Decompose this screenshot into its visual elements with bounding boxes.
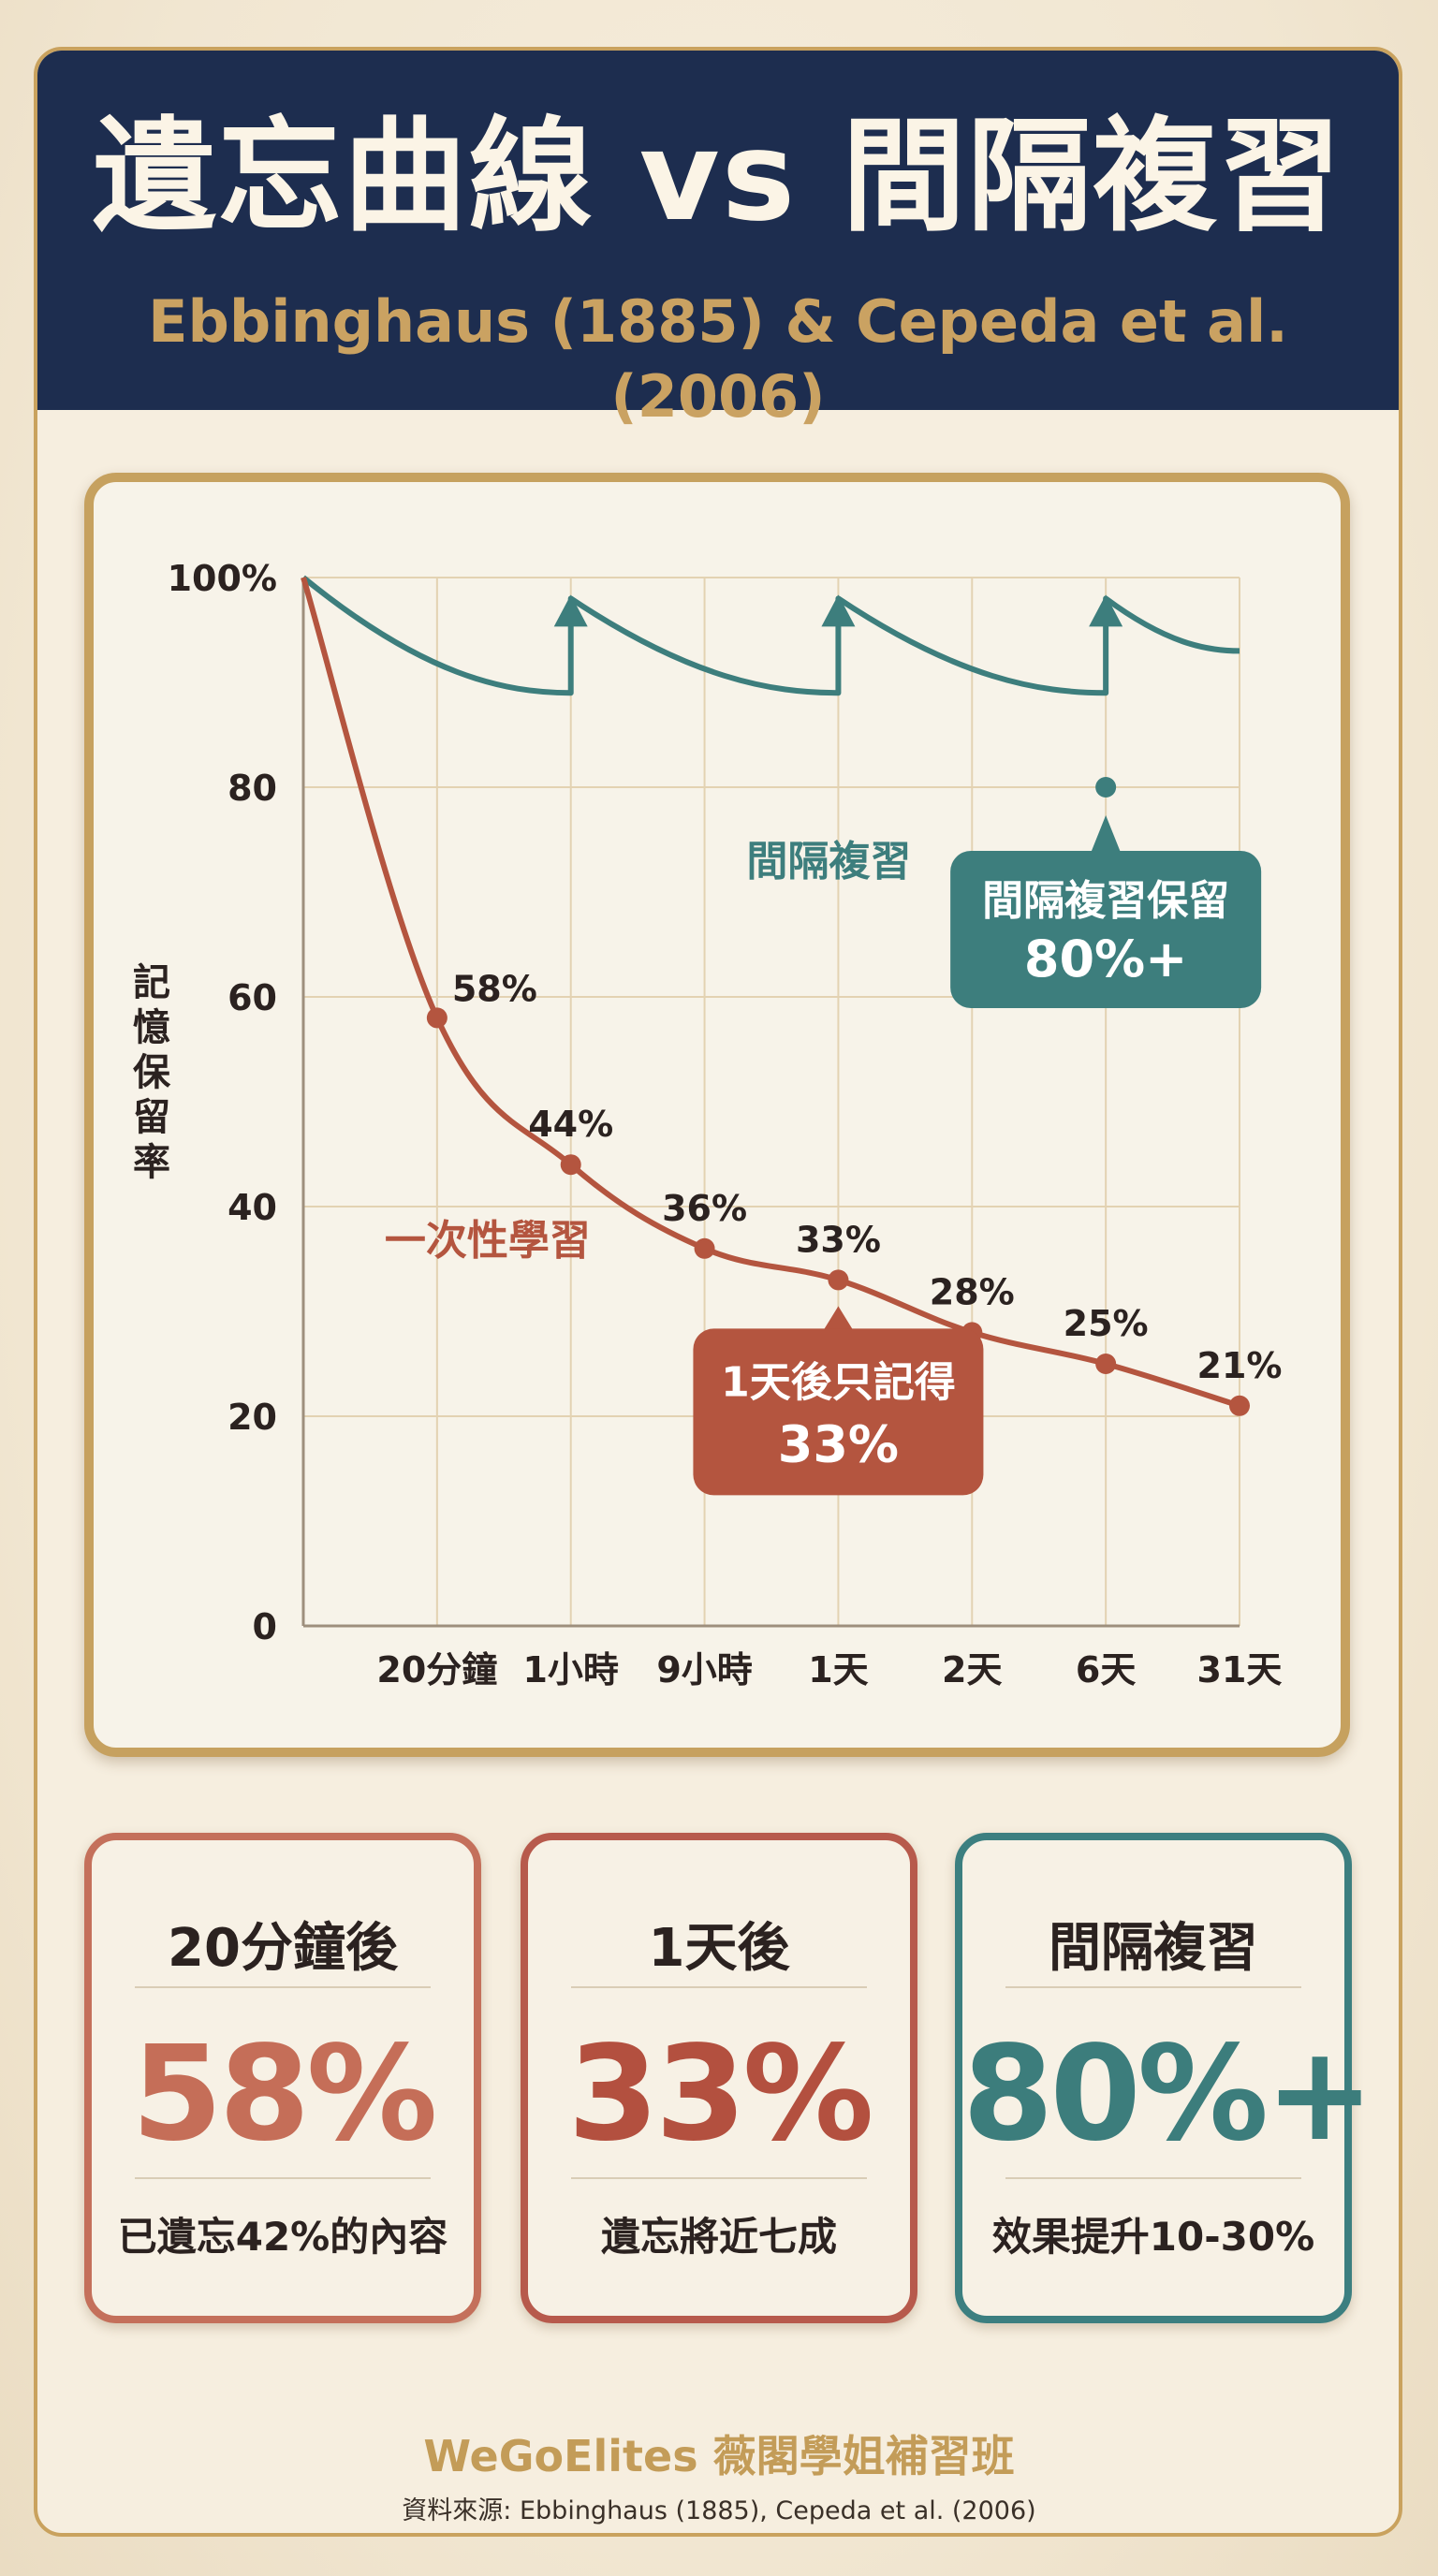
series-label-spaced-review: 間隔複習 [746,838,911,886]
stat-value: 33% [567,2018,873,2171]
x-tick-label: 2天 [942,1649,1002,1690]
divider [571,1986,867,1988]
y-axis-label-char: 憶 [133,1006,170,1049]
page-title: 遺忘曲線 vs 間隔複習 [92,105,1344,249]
y-tick-label: 80 [227,768,277,809]
callout-value: 33% [778,1414,899,1473]
data-label: 21% [1197,1345,1283,1386]
callout-text: 1天後只記得 [721,1358,956,1406]
y-axis-label-char: 留 [133,1096,170,1139]
callout-text: 間隔複習保留 [982,877,1229,925]
y-tick-label: 20 [227,1397,277,1438]
data-point [1095,1354,1117,1374]
callout-pointer [1091,815,1122,853]
chart-card: 0 20 40 60 80 100% 20分鐘 1小時 9小時 1天 2天 6天 31天 記憶保留率 間隔複… [84,473,1350,1757]
x-tick-label: 9小時 [656,1649,752,1690]
footer-source: 資料來源: Ebbinghaus (1885), Cepeda et al. (… [402,2496,1036,2525]
y-tick-label: 0 [253,1606,277,1647]
x-tick-label: 31天 [1197,1649,1283,1690]
x-tick-label: 1天 [808,1649,868,1690]
callout-pointer [823,1306,854,1331]
header-banner: 遺忘曲線 vs 間隔複習 Ebbinghaus (1885) & Cepeda … [37,51,1399,431]
callout-value: 80%+ [1024,929,1188,988]
data-label: 36% [662,1188,747,1229]
stat-value: 58% [131,2018,437,2171]
data-point [426,1007,448,1029]
divider [1005,2177,1301,2179]
callout-box-spaced [950,851,1262,1008]
y-tick-label: 40 [227,1187,277,1228]
y-axis-label-char: 率 [133,1141,170,1184]
review-arrow-icon [821,594,856,627]
x-tick-label: 20分鐘 [376,1649,497,1690]
stat-heading: 1天後 [648,1918,790,1979]
stat-note: 已遺忘42%的內容 [117,2214,448,2260]
divider [135,2177,431,2179]
callout-box-one-day [693,1328,984,1496]
footer-brand: WeGoElites 薇閣學姐補習班 [423,2431,1015,2481]
data-point [828,1269,849,1291]
data-point [694,1237,715,1259]
stat-heading: 間隔複習 [1049,1918,1258,1979]
data-point [560,1154,581,1176]
stat-card-spaced: 間隔複習 80%+ 效果提升10-30% [955,1833,1374,2323]
stat-note: 效果提升10-30% [991,2214,1315,2260]
stat-heading: 20分鐘後 [168,1918,398,1979]
review-arrow-icon [553,594,588,627]
review-arrow-icon [1089,594,1123,627]
data-label: 58% [452,968,537,1009]
series-line-spaced-review [301,575,1240,696]
y-axis-label-char: 記 [133,961,170,1004]
callout-marker [1095,777,1117,798]
data-label: 33% [796,1219,881,1260]
divider [1005,1986,1301,1988]
y-tick-label: 60 [227,977,277,1018]
data-label: 25% [1064,1303,1149,1344]
page-subtitle: Ebbinghaus (1885) & Cepeda et al. (2006) [148,287,1288,431]
divider [135,1986,431,1988]
data-label: 44% [528,1104,613,1145]
data-label: 28% [930,1271,1015,1312]
x-tick-label: 1小時 [522,1649,618,1690]
divider [571,2177,867,2179]
series-label-one-time: 一次性學習 [385,1217,591,1265]
stat-value: 80%+ [962,2018,1374,2171]
x-tick-label: 6天 [1076,1649,1136,1690]
y-tick-label: 100% [168,558,277,599]
y-axis-label-char: 保 [133,1051,171,1094]
stat-card-20min: 20分鐘後 58% 已遺忘42%的內容 [84,1833,481,2323]
stat-card-1day: 1天後 33% 遺忘將近七成 [521,1833,917,2323]
data-point [1229,1395,1250,1416]
stat-note: 遺忘將近七成 [600,2214,837,2260]
